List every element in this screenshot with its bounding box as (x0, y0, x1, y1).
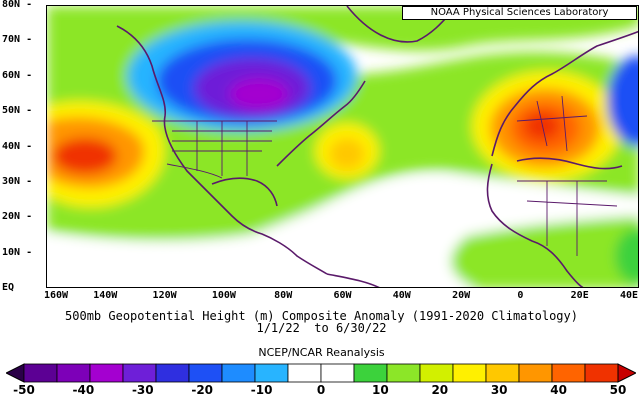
colorbar-bin (518, 363, 553, 383)
colorbar (6, 363, 636, 383)
coastlines (116, 6, 638, 287)
colorbar-bin (320, 363, 355, 383)
lon-label: 100W (211, 290, 236, 301)
colorbar-bin (221, 363, 256, 383)
pacific-red-core (53, 138, 117, 174)
colorbar-label: -40 (72, 383, 95, 397)
colorbar-max-arrow (617, 363, 636, 383)
lon-label: 160W (43, 290, 69, 301)
colorbar-label: 50 (609, 383, 627, 397)
colorbar-bin (89, 363, 124, 383)
colorbar-bin (23, 363, 58, 383)
colorbar-bin (584, 363, 619, 383)
colorbar-bin (353, 363, 388, 383)
anomaly-map (47, 6, 638, 287)
reanalysis-label: NCEP/NCAR Reanalysis (258, 346, 385, 359)
north-america-coast (116, 25, 328, 275)
colorbar-bin (254, 363, 289, 383)
colorbar-bin (56, 363, 91, 383)
lon-label: 0 (517, 290, 524, 301)
us-mexico-border (166, 163, 223, 179)
pacific-white (47, 236, 247, 287)
lon-label: 140W (93, 290, 118, 301)
colorbar-bin (188, 363, 223, 383)
subtropical-green-tail (451, 216, 638, 287)
colorbar-label: -20 (191, 383, 214, 397)
colorbar-label: 10 (372, 383, 389, 397)
russia-low (607, 56, 638, 146)
colorbar-label: 30 (490, 383, 508, 397)
colorbar-label: 0 (316, 383, 326, 397)
africa-coast (486, 163, 584, 287)
gulf-coast (211, 177, 278, 207)
lon-label: 20E (570, 290, 589, 301)
lat-label: EQ (2, 282, 15, 293)
colorbar-label: 20 (431, 383, 449, 397)
colorbar-bin (386, 363, 421, 383)
lon-label: 60W (333, 290, 352, 301)
lon-label: 40E (619, 290, 639, 301)
borders (152, 95, 618, 256)
colorbar-label: -10 (250, 383, 273, 397)
lat-label: 80N - (2, 0, 33, 10)
mediterranean-coast (516, 157, 623, 170)
colorbar-bin (122, 363, 157, 383)
lon-label: 40W (392, 290, 411, 301)
map-frame (46, 5, 639, 288)
lon-label: 80W (274, 290, 293, 301)
lat-label: 20N - (2, 211, 33, 223)
lat-label: 70N - (2, 34, 33, 46)
date-range: 1/1/22 to 6/30/22 (256, 321, 387, 335)
lat-label: 50N - (2, 105, 33, 117)
lat-label: 10N - (2, 246, 33, 258)
south-america-coast (326, 273, 380, 287)
lon-label: 20W (452, 290, 471, 301)
colorbar-label: -50 (13, 383, 35, 397)
colorbar-label: 40 (550, 383, 567, 397)
colorbar-bin (452, 363, 487, 383)
na-low-core (229, 78, 289, 110)
colorbar-label: -30 (131, 383, 154, 397)
map-title: 500mb Geopotential Height (m) Composite … (65, 309, 578, 323)
colorbar-bin (419, 363, 454, 383)
lat-label: 60N - (2, 69, 33, 81)
colorbar-bin (287, 363, 322, 383)
africa-green (615, 228, 638, 284)
us-east-coast (276, 80, 366, 167)
lon-label: 120W (152, 290, 177, 301)
europe-coast (491, 30, 638, 157)
europe-borders (516, 95, 588, 152)
nf-ridge-core (329, 138, 365, 170)
credit-label: NOAA Physical Sciences Laboratory (402, 6, 637, 20)
us-states-grid (172, 121, 272, 176)
colorbar-bin (551, 363, 586, 383)
africa-borders (517, 180, 618, 256)
colorbar-min-arrow (6, 363, 25, 383)
eu-high-core (524, 112, 560, 140)
anomaly-shading (47, 6, 638, 287)
lat-label: 30N - (2, 175, 33, 187)
colorbar-bin (485, 363, 520, 383)
lat-label: 40N - (2, 140, 33, 152)
colorbar-bin (155, 363, 190, 383)
